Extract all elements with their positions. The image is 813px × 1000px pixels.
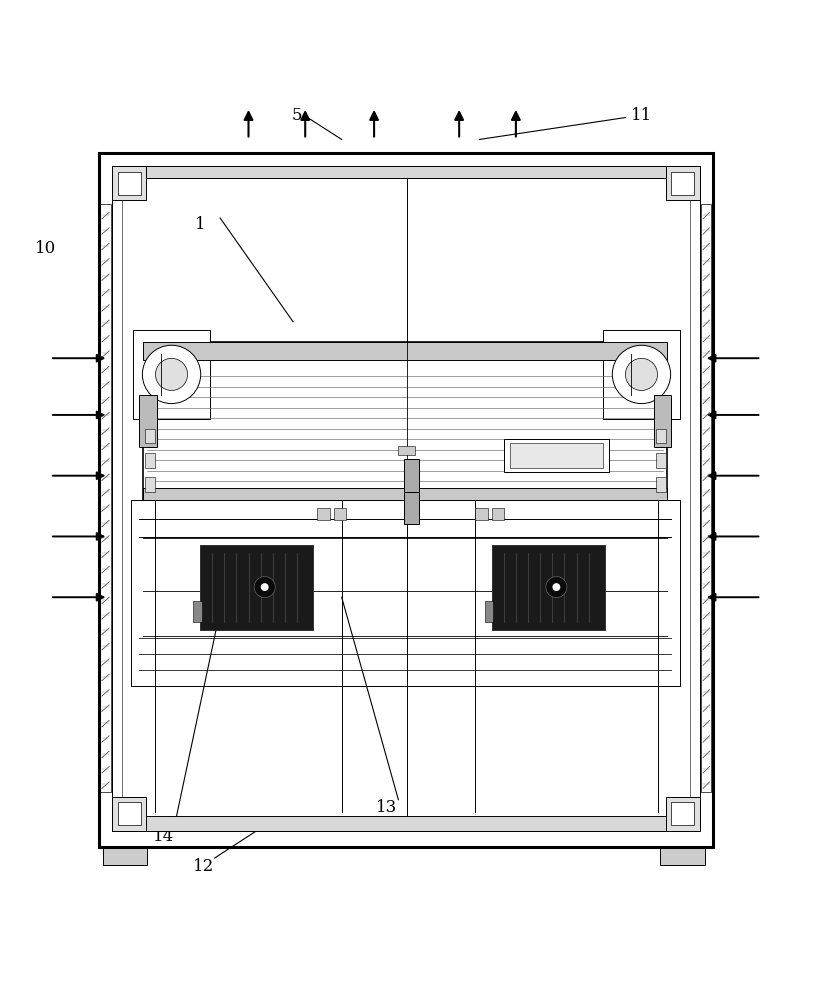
Bar	[133, 330, 210, 419]
Bar	[143, 342, 667, 500]
Text: 13: 13	[376, 799, 397, 816]
Text: 14: 14	[153, 828, 174, 845]
Bar	[333, 508, 346, 520]
Circle shape	[155, 358, 188, 390]
Bar	[100, 204, 111, 792]
Bar	[143, 342, 667, 360]
Bar	[112, 166, 700, 178]
Text: 12: 12	[193, 858, 215, 875]
Bar	[672, 172, 694, 195]
Bar	[666, 797, 700, 831]
Bar	[193, 601, 202, 622]
Bar	[492, 545, 605, 630]
Bar	[656, 429, 666, 443]
Circle shape	[142, 345, 201, 404]
Bar	[145, 477, 154, 492]
Bar	[654, 395, 672, 447]
Bar	[200, 545, 313, 630]
Bar	[112, 816, 700, 831]
Bar	[404, 492, 419, 524]
Bar	[672, 802, 694, 825]
Bar	[666, 166, 700, 200]
Circle shape	[553, 584, 559, 590]
Bar	[511, 443, 602, 468]
Text: 11: 11	[631, 107, 652, 124]
Bar	[485, 601, 493, 622]
Bar	[143, 488, 667, 500]
Bar	[139, 395, 157, 447]
Bar	[603, 330, 680, 419]
Bar	[492, 508, 504, 520]
Text: 1: 1	[194, 216, 205, 233]
Text: 10: 10	[35, 240, 57, 257]
Bar	[112, 797, 146, 831]
Bar	[145, 429, 154, 443]
Bar	[102, 847, 147, 865]
Bar	[317, 508, 329, 520]
Bar	[504, 439, 609, 472]
Circle shape	[546, 577, 567, 598]
Bar	[398, 446, 415, 455]
Circle shape	[625, 358, 658, 390]
Bar	[98, 153, 713, 847]
Bar	[476, 508, 488, 520]
Circle shape	[254, 577, 276, 598]
Circle shape	[612, 345, 671, 404]
Bar	[656, 477, 666, 492]
Bar	[404, 459, 419, 492]
Bar	[112, 166, 700, 831]
Text: 5: 5	[292, 107, 302, 124]
Bar	[118, 802, 141, 825]
Bar	[145, 453, 154, 468]
Bar	[656, 453, 666, 468]
Bar	[131, 500, 680, 686]
Circle shape	[262, 584, 268, 590]
Bar	[118, 172, 141, 195]
Bar	[112, 166, 146, 200]
Bar	[660, 847, 705, 865]
Bar	[702, 204, 711, 792]
